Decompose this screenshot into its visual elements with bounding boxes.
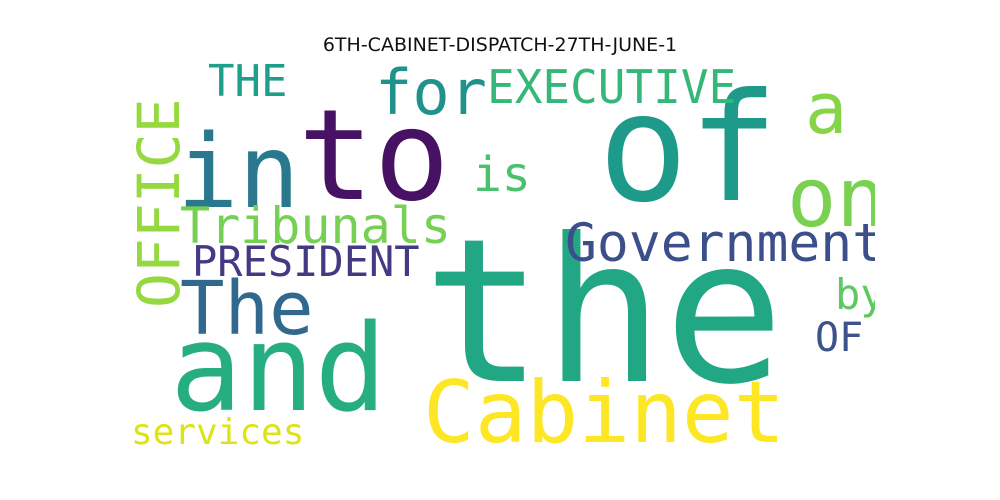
word-tribunals: Tribunals [180, 197, 451, 255]
word-of: of [598, 62, 779, 236]
word-the-capitalized: The [180, 266, 314, 352]
word-of-uppercase: OF [815, 315, 864, 361]
word-is: is [473, 147, 531, 203]
word-government: Government [565, 213, 875, 274]
word-a: a [805, 68, 848, 150]
word-the-uppercase: THE [208, 60, 288, 107]
word-and: and [170, 300, 387, 439]
word-cloud: the of to and Cabinet in Government The … [125, 60, 875, 460]
word-president: PRESIDENT [192, 237, 420, 286]
word-the: the [423, 196, 785, 429]
word-cabinet: Cabinet [423, 363, 786, 460]
wordcloud-title: 6TH-CABINET-DISPATCH-27TH-JUNE-1 [322, 34, 678, 56]
word-for: for [375, 60, 487, 129]
word-to: to [298, 82, 450, 229]
word-in: in [177, 113, 300, 232]
word-services: services [131, 412, 305, 453]
word-executive: EXECUTIVE [487, 60, 737, 114]
word-by: by [835, 270, 875, 319]
word-on: on [787, 151, 875, 246]
